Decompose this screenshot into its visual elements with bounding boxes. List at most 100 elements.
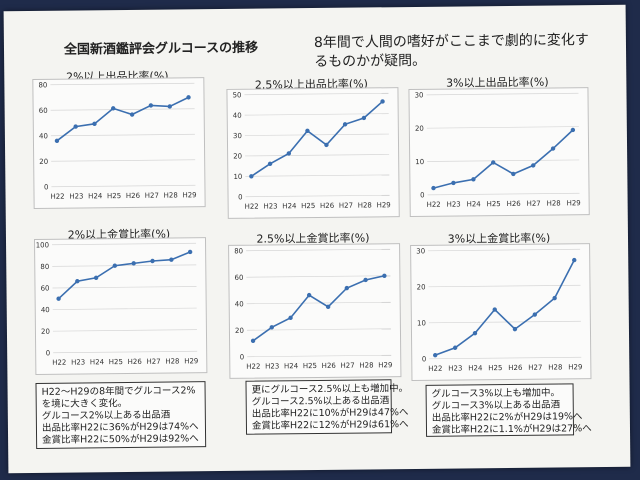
series-line: [252, 275, 385, 342]
x-tick-label: H25: [301, 202, 315, 210]
gridline: [52, 329, 197, 332]
x-tick-label: H23: [265, 362, 279, 370]
gridline: [247, 354, 392, 358]
x-tick-label: H28: [164, 191, 178, 199]
data-point: [150, 258, 155, 264]
gridline: [429, 356, 582, 360]
x-tick-label: H25: [107, 192, 121, 200]
data-point: [471, 177, 476, 182]
data-point: [131, 261, 136, 266]
gridline: [427, 159, 580, 162]
x-tick-label: H25: [488, 364, 502, 372]
x-tick-label: H24: [284, 362, 299, 370]
x-tick-label: H28: [359, 361, 373, 369]
data-point: [286, 151, 292, 156]
data-point: [380, 99, 385, 104]
gridline: [244, 133, 389, 136]
gridline: [427, 192, 580, 196]
y-tick-label: 10: [415, 158, 424, 166]
gridline: [52, 242, 197, 246]
data-point: [186, 95, 191, 100]
x-tick-label: H29: [184, 357, 198, 365]
data-point: [363, 277, 368, 283]
data-point: [324, 142, 329, 148]
x-tick-label: H27: [339, 202, 353, 210]
x-tick-label: H29: [567, 199, 581, 207]
x-tick-label: H23: [69, 192, 83, 200]
y-tick-label: 40: [39, 132, 48, 140]
data-point: [267, 161, 273, 167]
y-tick-label: 10: [233, 173, 242, 181]
x-tick-label: H27: [528, 364, 542, 372]
gridline: [246, 248, 391, 252]
data-point: [92, 121, 97, 127]
line-chart: 0 20 40 60 80 100 H22 H23 H24 H25 H26 H27 H28 H29: [36, 241, 199, 367]
x-tick-label: H26: [508, 364, 523, 372]
data-point: [512, 326, 518, 332]
comment-line: るものかが疑問。: [314, 52, 427, 71]
note-line: H22～H29の8年間でグルコース2%: [41, 385, 196, 398]
note-line: 金賞比率H22に1.1%がH29は27%へ: [431, 423, 592, 436]
y-tick-label: 30: [415, 91, 424, 99]
data-point: [532, 312, 538, 317]
x-tick-label: H29: [568, 363, 582, 371]
paper-sheet: 全国新酒鑑評会グルコースの推移 8年間で人間の嗜好がここまで劇的に変化す るもの…: [3, 4, 631, 474]
x-tick-label: H22: [245, 203, 259, 211]
y-tick-label: 0: [238, 193, 243, 201]
gridline: [52, 264, 197, 267]
y-tick-label: 30: [233, 132, 242, 140]
gridline: [426, 92, 579, 96]
y-tick-label: 60: [39, 107, 48, 115]
gridline: [428, 248, 581, 252]
gridline: [428, 284, 581, 288]
y-tick-label: 10: [417, 319, 426, 327]
x-tick-label: H22: [50, 193, 64, 201]
comment-line: 8年間で人間の嗜好がここまで劇的に変化す: [313, 32, 589, 52]
note-box-2: 更にグルコース2.5%以上も増加中。 グルコース2.5%以上ある出品酒 出品比率…: [245, 379, 409, 435]
y-tick-label: 20: [233, 152, 242, 160]
x-tick-label: H29: [182, 191, 196, 199]
y-tick-label: 20: [417, 283, 426, 291]
y-tick-label: 0: [240, 353, 245, 361]
data-point: [269, 325, 274, 330]
x-tick-label: H22: [52, 359, 66, 367]
y-tick-label: 80: [234, 247, 243, 255]
data-point: [75, 279, 80, 284]
y-tick-label: 40: [41, 306, 50, 314]
x-tick-label: H24: [90, 358, 105, 366]
x-tick-label: H26: [320, 202, 335, 210]
x-tick-label: H28: [547, 199, 561, 207]
data-point: [552, 295, 557, 301]
gridline: [246, 301, 391, 305]
data-point: [305, 128, 310, 134]
note-line: 金賞比率H22に12%がH29は61%へ: [251, 419, 409, 432]
data-point: [531, 163, 536, 168]
y-tick-label: 20: [39, 158, 48, 166]
y-tick-label: 80: [38, 81, 47, 89]
data-point: [572, 257, 577, 263]
x-tick-label: H22: [246, 363, 260, 371]
data-point: [550, 146, 556, 151]
note-box-3: グルコース3%以上も増加中。 グルコース3%以上ある出品酒 出品比率H22に2%…: [425, 383, 592, 437]
data-point: [187, 249, 193, 255]
x-tick-label: H24: [467, 200, 482, 208]
x-tick-label: H25: [487, 200, 501, 208]
gridline: [246, 275, 391, 278]
gridline: [244, 113, 389, 116]
series-line: [250, 100, 384, 177]
data-point: [148, 103, 154, 108]
data-point: [361, 115, 367, 121]
gridline: [245, 154, 390, 157]
data-point: [288, 315, 293, 321]
x-tick-label: H22: [428, 365, 442, 373]
series-line: [56, 96, 189, 142]
x-tick-label: H29: [377, 201, 391, 209]
gridline: [245, 174, 390, 177]
y-tick-label: 20: [41, 328, 50, 336]
comment-text: 8年間で人間の嗜好がここまで劇的に変化す るものかが疑問。: [314, 31, 604, 72]
y-tick-label: 0: [422, 355, 427, 363]
data-point: [250, 338, 256, 343]
chart-grid: 2%以上出品比率(%) 0 20 40 60 80 H22 H23 H24 H25 H26 H27 H2…: [4, 5, 626, 382]
y-tick-label: 60: [41, 285, 50, 293]
x-tick-label: H27: [340, 362, 354, 370]
